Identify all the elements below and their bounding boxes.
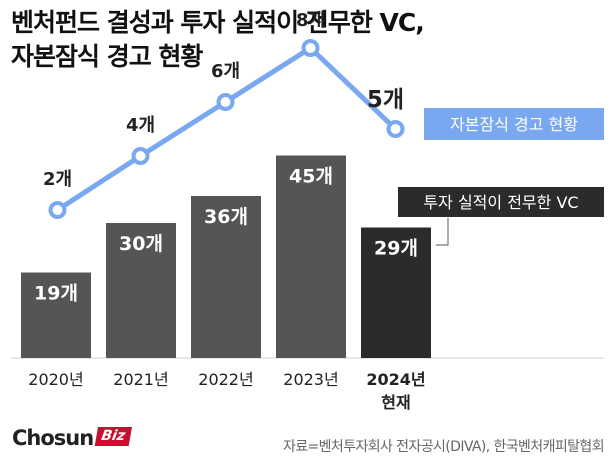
title-line-2: 자본잠식 경고 현황 [11, 42, 203, 71]
bar-2 [191, 196, 261, 358]
line-point-0 [48, 201, 67, 219]
brand-name: Chosun [12, 426, 94, 450]
brand-badge: Biz [94, 426, 132, 446]
bar-value-label-3: 45개 [289, 166, 333, 188]
x-tick-label-4: 2024년 [366, 370, 425, 389]
brand-logo: Chosun Biz [12, 426, 132, 450]
line-value-label-1: 4개 [126, 115, 155, 136]
bar-value-label-2: 36개 [204, 206, 248, 228]
line-point-3 [301, 39, 320, 57]
bar-value-label-1: 30개 [119, 233, 163, 255]
bar-value-label-0: 19개 [34, 283, 78, 305]
x-tick-label-0: 2020년 [28, 370, 83, 389]
legend-bar-box [398, 187, 604, 217]
line-point-1 [131, 147, 150, 165]
line-value-label-2: 6개 [211, 61, 240, 82]
title-line-1: 벤처펀드 결성과 투자 실적이 전무한 VC, [11, 8, 425, 37]
line-value-label-4: 5개 [367, 87, 404, 113]
line-value-label-3: 8개 [296, 10, 325, 31]
legend-line-box [424, 108, 604, 140]
legend-line-label: 자본잠식 경고 현황 [450, 115, 578, 134]
x-tick-label-3: 2023년 [283, 370, 338, 389]
line-point-2 [216, 93, 235, 111]
bar-3 [276, 155, 346, 358]
line-value-label-0: 2개 [43, 169, 72, 190]
chart-title: 벤처펀드 결성과 투자 실적이 전무한 VC, 자본잠식 경고 현황 [11, 6, 425, 74]
legend-connector [436, 218, 449, 246]
legend-bar-label: 투자 실적이 전무한 VC [423, 193, 578, 212]
x-tick-sublabel-4: 현재 [381, 393, 410, 412]
bar-0 [21, 272, 91, 358]
line-point-4 [386, 120, 405, 138]
bar-value-label-4: 29개 [374, 238, 418, 260]
bar-4 [361, 227, 431, 358]
bar-1 [106, 223, 176, 358]
x-tick-label-1: 2021년 [113, 370, 168, 389]
x-tick-label-2: 2022년 [198, 370, 253, 389]
source-note: 자료=벤처투자회사 전자공시(DIVA), 한국벤처캐피탈협회 [282, 439, 605, 455]
